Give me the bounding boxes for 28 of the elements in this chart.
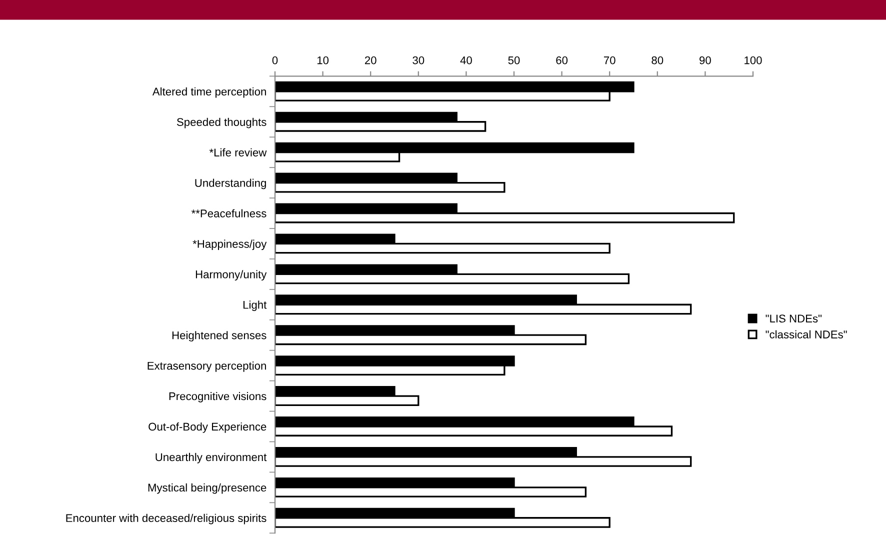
y-tick-label: *Happiness/joy [192, 240, 267, 250]
x-tick-label: 90 [700, 56, 711, 64]
x-tick-label: 30 [412, 56, 424, 64]
x-tick-label: 70 [604, 56, 616, 64]
y-tick-label: Encounter with deceased/religious spirits [66, 514, 266, 524]
y-tick-label: **Peacefulness [191, 209, 266, 218]
x-tick-label: 50 [508, 56, 520, 64]
y-tick-label: Harmony/unity [196, 270, 267, 281]
legend-label: "LIS NDEs" [766, 314, 822, 323]
y-tick-label: Extrasensory perception [148, 362, 266, 372]
y-tick-label: Mystical being/presence [148, 483, 266, 494]
x-tick-label: 10 [317, 56, 329, 64]
x-tick-label: 20 [364, 56, 376, 64]
y-tick-label: Altered time perception [152, 87, 266, 98]
legend-label: "classical NDEs" [766, 330, 847, 338]
y-tick-label: *Life review [209, 148, 267, 156]
y-tick-label: Unearthly environment [156, 452, 267, 464]
y-tick-label: Heightened senses [172, 331, 266, 342]
y-tick-label: Understanding [195, 178, 266, 190]
y-tick-label: Speeded thoughts [176, 118, 266, 128]
x-tick-label: 60 [556, 56, 568, 64]
y-tick-label: Precognitive visions [169, 392, 266, 402]
x-tick-label: 0 [272, 56, 278, 64]
x-tick-label: 100 [744, 56, 762, 64]
x-tick-label: 80 [652, 56, 664, 64]
y-tick-label: Out-of-Body Experience [148, 422, 266, 433]
x-tick-label: 40 [460, 56, 472, 64]
y-tick-label: Light [243, 300, 267, 311]
